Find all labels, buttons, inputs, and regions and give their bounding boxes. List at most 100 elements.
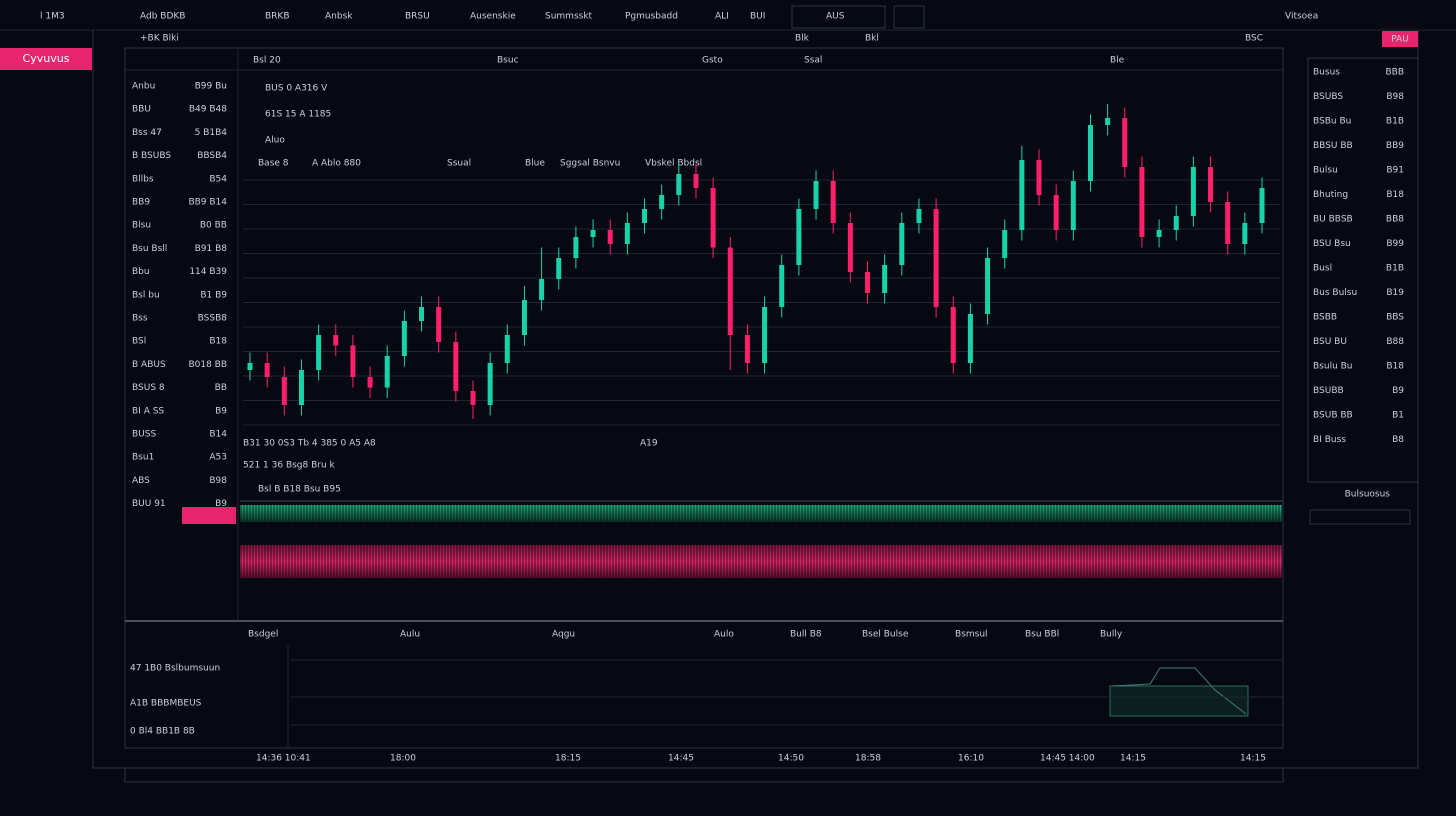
nav-item[interactable]: BRSU xyxy=(405,12,430,22)
candle-body xyxy=(350,345,356,377)
bottom-header[interactable]: Bull B8 xyxy=(790,630,822,640)
watch-name[interactable]: BB9 xyxy=(132,198,150,208)
watch-name[interactable]: Bsu1 xyxy=(132,453,154,463)
watch-name[interactable]: BUU 91 xyxy=(132,499,166,509)
candle-body xyxy=(950,307,956,363)
indicator[interactable]: Blue xyxy=(525,159,545,169)
main-panel xyxy=(124,47,1284,749)
sidebar-name[interactable]: BSUB BB xyxy=(1313,411,1353,421)
nav-item[interactable]: l 1M3 xyxy=(40,12,65,22)
indicator[interactable]: Base 8 xyxy=(258,159,289,169)
mini-line xyxy=(1111,667,1247,715)
sidebar-name[interactable]: BU BBSB xyxy=(1313,215,1353,225)
candle-body xyxy=(539,279,545,300)
watch-name[interactable]: Anbu xyxy=(132,82,155,92)
time-label: 18:00 xyxy=(390,754,416,764)
candle-body xyxy=(487,363,493,405)
watch-name[interactable]: Bbu xyxy=(132,267,150,277)
bottom-header[interactable]: Bsdgel xyxy=(248,630,278,640)
watch-name[interactable]: BI A SS xyxy=(132,406,164,416)
nav-item[interactable]: Anbsk xyxy=(325,12,353,22)
watch-name[interactable]: BSl xyxy=(132,337,146,347)
candle-body xyxy=(367,377,373,388)
indicator[interactable]: Vbskel Bbdsl xyxy=(645,159,702,169)
nav-item[interactable]: Adb BDKB xyxy=(140,12,185,22)
candle-body xyxy=(693,174,699,188)
watch-name[interactable]: Bsu Bsll xyxy=(132,244,167,254)
watch-name[interactable]: Bss xyxy=(132,314,148,324)
time-label: 14:36 10:41 xyxy=(256,754,311,764)
toolbar-item[interactable]: Bkl xyxy=(865,34,879,44)
bottom-header[interactable]: Aqgu xyxy=(552,630,575,640)
watch-name[interactable]: Blsu xyxy=(132,221,151,231)
sidebar-name[interactable]: BSUBS xyxy=(1313,92,1343,102)
sidebar-name[interactable]: Bulsu xyxy=(1313,166,1338,176)
sidebar-name[interactable]: BI Buss xyxy=(1313,435,1346,445)
nav-item[interactable]: ALI xyxy=(715,12,729,22)
watch-name[interactable]: ABS xyxy=(132,476,150,486)
candle-body xyxy=(1070,181,1076,230)
watch-name[interactable]: B ABUS xyxy=(132,360,166,370)
indicator[interactable]: Sggsal Bsnvu xyxy=(560,159,620,169)
pau-button[interactable] xyxy=(1382,31,1418,47)
watch-name[interactable]: BUSS xyxy=(132,430,156,440)
bottom-header[interactable]: Bsmsul xyxy=(955,630,988,640)
nav-item[interactable]: AUS xyxy=(826,12,845,22)
time-label: 16:10 xyxy=(958,754,984,764)
candle-body xyxy=(401,321,407,356)
mini-chart xyxy=(1109,685,1249,717)
sidebar-name[interactable]: BSBu Bu xyxy=(1313,117,1351,127)
time-label: 18:58 xyxy=(855,754,881,764)
toolbar-item[interactable]: Blk xyxy=(795,34,810,44)
sidebar-input[interactable] xyxy=(1309,509,1411,525)
candle-body xyxy=(556,258,562,279)
sidebar-name[interactable]: Busus xyxy=(1313,68,1340,78)
nav-item[interactable]: Summsskt xyxy=(545,12,593,22)
brand-button[interactable] xyxy=(0,48,92,70)
sidebar-value: B91 xyxy=(1386,166,1404,176)
toolbar-item[interactable]: +BK Blki xyxy=(140,34,179,44)
search-box[interactable] xyxy=(791,5,886,29)
bottom-header[interactable]: Bsu BBl xyxy=(1025,630,1059,640)
sidebar-name[interactable]: BSBB xyxy=(1313,313,1337,323)
nav-item[interactable]: Ausenskie xyxy=(470,12,516,22)
sidebar-name[interactable]: BSUBB xyxy=(1313,386,1344,396)
watch-name[interactable]: Bsl bu xyxy=(132,290,160,300)
sidebar-name[interactable]: BBSU BB xyxy=(1313,141,1353,151)
watch-name[interactable]: Bss 47 xyxy=(132,128,162,138)
candle-body xyxy=(521,300,527,335)
sidebar-name[interactable]: BSU Bsu xyxy=(1313,239,1351,249)
pau-label[interactable]: PAU xyxy=(1391,35,1409,45)
chart-footer: B31 30 0S3 Tb 4 385 0 A5 A8 xyxy=(243,439,376,449)
watch-name[interactable]: B BSUBS xyxy=(132,151,171,161)
nav-item[interactable]: BUI xyxy=(750,12,765,22)
watch-name[interactable]: BBU xyxy=(132,105,151,115)
bottom-header[interactable]: Bully xyxy=(1100,630,1123,640)
sidebar-name[interactable]: BSU BU xyxy=(1313,337,1347,347)
watch-value: B1 B9 xyxy=(200,290,227,300)
candle-body xyxy=(247,363,253,370)
candle-body xyxy=(830,181,836,223)
candle-body xyxy=(419,307,425,321)
sidebar-name[interactable]: Busl xyxy=(1313,264,1332,274)
sidebar-name[interactable]: Bhuting xyxy=(1313,190,1348,200)
sidebar-name[interactable]: Bsulu Bu xyxy=(1313,362,1353,372)
sidebar-name[interactable]: Bus Bulsu xyxy=(1313,288,1357,298)
scrollbar[interactable] xyxy=(124,767,1284,783)
candle-body xyxy=(624,223,630,244)
watch-name[interactable]: BSUS 8 xyxy=(132,383,165,393)
icon-button[interactable] xyxy=(893,5,925,29)
brand[interactable]: Cyvuvus xyxy=(23,52,70,65)
action-button[interactable] xyxy=(182,507,236,524)
bottom-header[interactable]: Bsel Bulse xyxy=(862,630,909,640)
nav-item[interactable]: Vitsoea xyxy=(1285,12,1318,22)
watch-name[interactable]: Bllbs xyxy=(132,174,154,184)
nav-item[interactable]: Pgmusbadd xyxy=(625,12,678,22)
app-frame xyxy=(92,29,1419,769)
nav-item[interactable]: BRKB xyxy=(265,12,290,22)
bottom-header[interactable]: Aulu xyxy=(400,630,420,640)
bottom-header[interactable]: Aulo xyxy=(714,630,734,640)
indicator[interactable]: A Ablo 880 xyxy=(312,159,361,169)
toolbar-item[interactable]: BSC xyxy=(1245,34,1263,44)
indicator[interactable]: Ssual xyxy=(447,159,471,169)
